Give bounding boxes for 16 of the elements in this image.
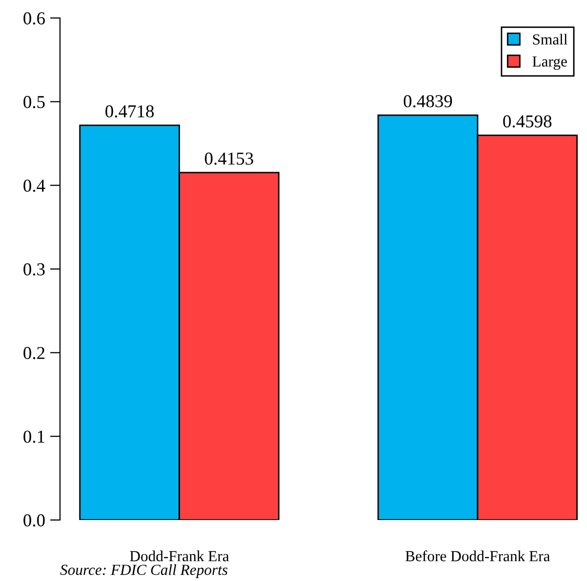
y-tick-label: 0.1 xyxy=(24,430,44,443)
data-label: 0.4598 xyxy=(503,115,552,128)
y-tick-label: 0.2 xyxy=(24,346,44,360)
data-label: 0.4153 xyxy=(204,152,254,165)
x-tick-label: Dodd-Frank Era xyxy=(130,550,229,562)
data-label: 0.4718 xyxy=(105,105,154,118)
legend-label: Small xyxy=(533,34,568,45)
source-note: Source: FDIC Call Reports xyxy=(60,564,228,578)
y-tick-label: 0.6 xyxy=(24,12,45,25)
data-label: 0.4839 xyxy=(404,95,452,108)
y-tick-label: 0.4 xyxy=(24,180,46,192)
text: 0.0 xyxy=(24,514,45,527)
y-tick-label: 0.3 xyxy=(24,263,45,276)
legend-label: Large xyxy=(532,56,567,70)
y-tick-label: 0.5 xyxy=(24,96,45,108)
x-tick-label: Before Dodd-Frank Era xyxy=(406,550,550,562)
